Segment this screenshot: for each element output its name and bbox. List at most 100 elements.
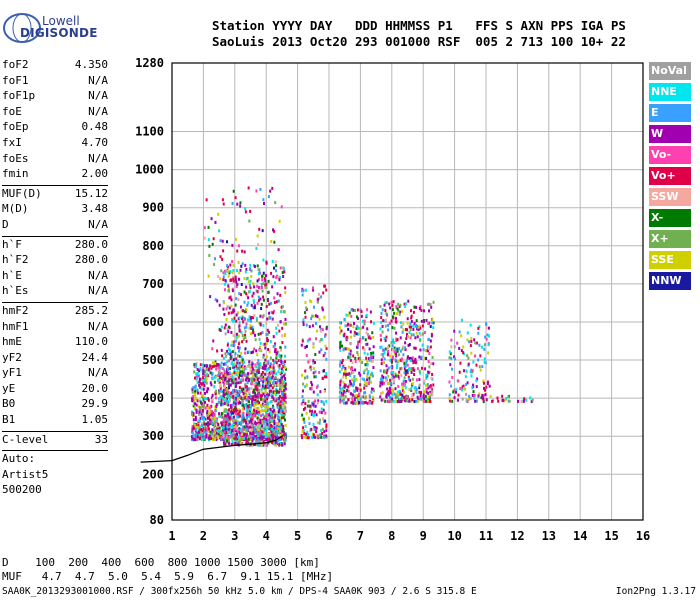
echo-point [385, 301, 388, 305]
echo-point [249, 370, 252, 374]
echo-point [226, 425, 229, 429]
echo-point [401, 359, 404, 363]
echo-point [207, 397, 210, 401]
echo-point [277, 438, 280, 442]
echo-point [352, 354, 355, 358]
header-labels: Station YYYY DAY DDD HHMMSS P1 FFS S AXN… [212, 18, 626, 33]
echo-point [199, 435, 202, 439]
legend-item-vo-: Vo+ [649, 167, 691, 185]
echo-point [202, 433, 205, 437]
echo-point [203, 391, 206, 395]
echo-point [357, 392, 360, 396]
echo-point [428, 365, 431, 369]
echo-point [207, 411, 210, 415]
echo-point [262, 342, 265, 346]
echo-point [241, 414, 244, 418]
echo-point [427, 399, 430, 403]
echo-point [198, 413, 201, 417]
echo-point [311, 432, 314, 436]
echo-point [483, 343, 486, 347]
echo-point [429, 390, 432, 394]
echo-point [284, 317, 287, 321]
echo-point [238, 431, 241, 435]
echo-point [205, 422, 208, 426]
echo-point [314, 410, 317, 414]
echo-point [479, 368, 482, 372]
echo-point [251, 370, 254, 374]
echo-point [256, 284, 259, 288]
echo-point [194, 415, 197, 419]
echo-point [197, 419, 200, 423]
echo-point [359, 388, 362, 392]
echo-point [217, 397, 220, 401]
echo-point [484, 361, 487, 365]
echo-point [251, 410, 254, 414]
echo-point [234, 421, 237, 425]
echo-point [243, 419, 246, 423]
echo-point [199, 385, 202, 389]
echo-point [485, 385, 488, 389]
plot-frame [171, 62, 644, 521]
echo-point [275, 389, 278, 393]
echo-point [414, 389, 417, 393]
echo-point [243, 372, 246, 376]
echo-point [259, 410, 262, 414]
echo-point [322, 369, 325, 373]
echo-point [317, 292, 320, 296]
echo-point [234, 389, 237, 393]
echo-point [235, 280, 238, 284]
echo-point [252, 350, 255, 354]
echo-point [403, 371, 406, 375]
echo-point [211, 347, 214, 351]
echo-point [276, 380, 279, 384]
echo-point [236, 409, 239, 413]
echo-point [233, 316, 236, 320]
echo-point [389, 395, 392, 399]
echo-point [209, 405, 212, 409]
echo-point [265, 438, 268, 442]
echo-point [362, 325, 365, 329]
echo-point [218, 412, 221, 416]
echo-point [232, 419, 235, 423]
echo-point [353, 378, 356, 382]
echo-point [284, 436, 287, 440]
echo-point [465, 382, 468, 386]
echo-point [468, 394, 471, 398]
echo-point [194, 384, 197, 388]
echo-point [239, 442, 242, 446]
echo-point [387, 392, 390, 396]
echo-point [310, 404, 313, 408]
echo-point [254, 368, 257, 372]
echo-point [306, 430, 309, 434]
echo-point [252, 328, 255, 332]
echo-point [416, 326, 419, 330]
echo-point [420, 391, 423, 395]
echo-point [423, 396, 426, 400]
echo-point [255, 247, 258, 251]
echo-point [428, 302, 431, 306]
echo-point [265, 401, 268, 405]
echo-point [240, 423, 243, 427]
param-name: foE [2, 104, 22, 118]
echo-point [338, 390, 341, 394]
echo-point [408, 331, 411, 335]
echo-point [254, 387, 257, 391]
echo-point [204, 370, 207, 374]
echo-point [238, 393, 241, 397]
echo-point [449, 352, 452, 356]
echo-point [194, 423, 197, 427]
echo-point [341, 396, 344, 400]
echo-point [265, 408, 268, 412]
echo-point [270, 433, 273, 437]
echo-point [214, 257, 217, 261]
echo-point [304, 301, 307, 305]
echo-point [258, 383, 261, 387]
echo-point [204, 429, 207, 433]
echo-point [262, 386, 265, 390]
echo-point [249, 332, 252, 336]
echo-point [313, 413, 316, 417]
echo-point [249, 367, 252, 371]
echo-point [392, 370, 395, 374]
echo-point [347, 385, 350, 389]
echo-point [325, 288, 328, 292]
